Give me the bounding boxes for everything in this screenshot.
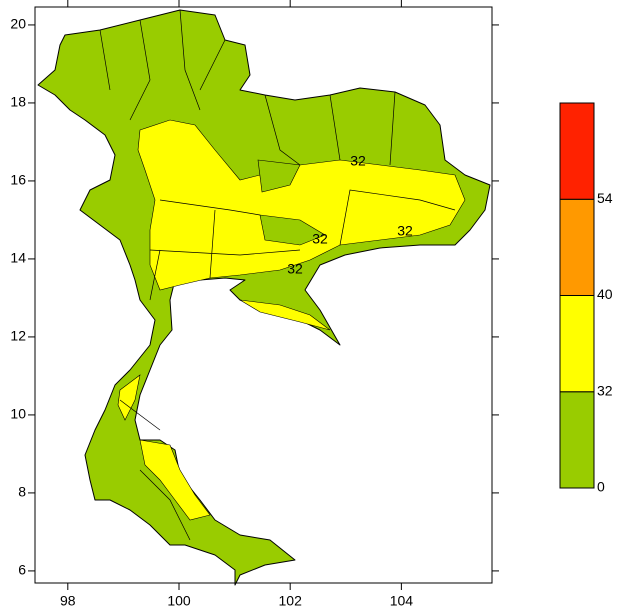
y-tick-label: 10 <box>10 406 26 422</box>
y-tick-label: 20 <box>10 16 26 32</box>
legend-label: 40 <box>597 286 613 302</box>
warm-zone <box>117 374 141 421</box>
y-tick-label: 16 <box>10 172 26 188</box>
contour-label: 32 <box>287 261 303 277</box>
x-tick-label: 100 <box>167 593 191 609</box>
legend-label: 54 <box>597 190 613 206</box>
legend-swatch <box>559 391 595 489</box>
contour-label: 32 <box>350 153 366 169</box>
warm-zone <box>239 299 331 331</box>
legend-label: 0 <box>597 479 605 495</box>
y-tick-label: 14 <box>10 250 26 266</box>
y-tick-label: 12 <box>10 328 26 344</box>
y-tick-label: 8 <box>18 484 26 500</box>
x-tick-label: 102 <box>279 593 303 609</box>
map-frame <box>34 6 493 584</box>
x-tick-label: 104 <box>390 593 414 609</box>
cool-zone <box>257 159 301 193</box>
contour-label: 32 <box>312 231 328 247</box>
warm-zone <box>137 119 466 291</box>
y-tick-label: 6 <box>18 562 26 578</box>
legend-swatch <box>559 295 595 393</box>
land <box>37 9 491 586</box>
legend-label: 32 <box>597 382 613 398</box>
legend-swatch <box>559 198 595 296</box>
map-regions <box>37 9 491 586</box>
cool-zone <box>259 214 326 246</box>
province-border <box>99 9 456 541</box>
contour-label: 32 <box>397 223 413 239</box>
y-tick-label: 18 <box>10 94 26 110</box>
legend-swatch <box>559 102 595 200</box>
x-tick-label: 98 <box>60 593 76 609</box>
warm-zone <box>139 439 211 521</box>
